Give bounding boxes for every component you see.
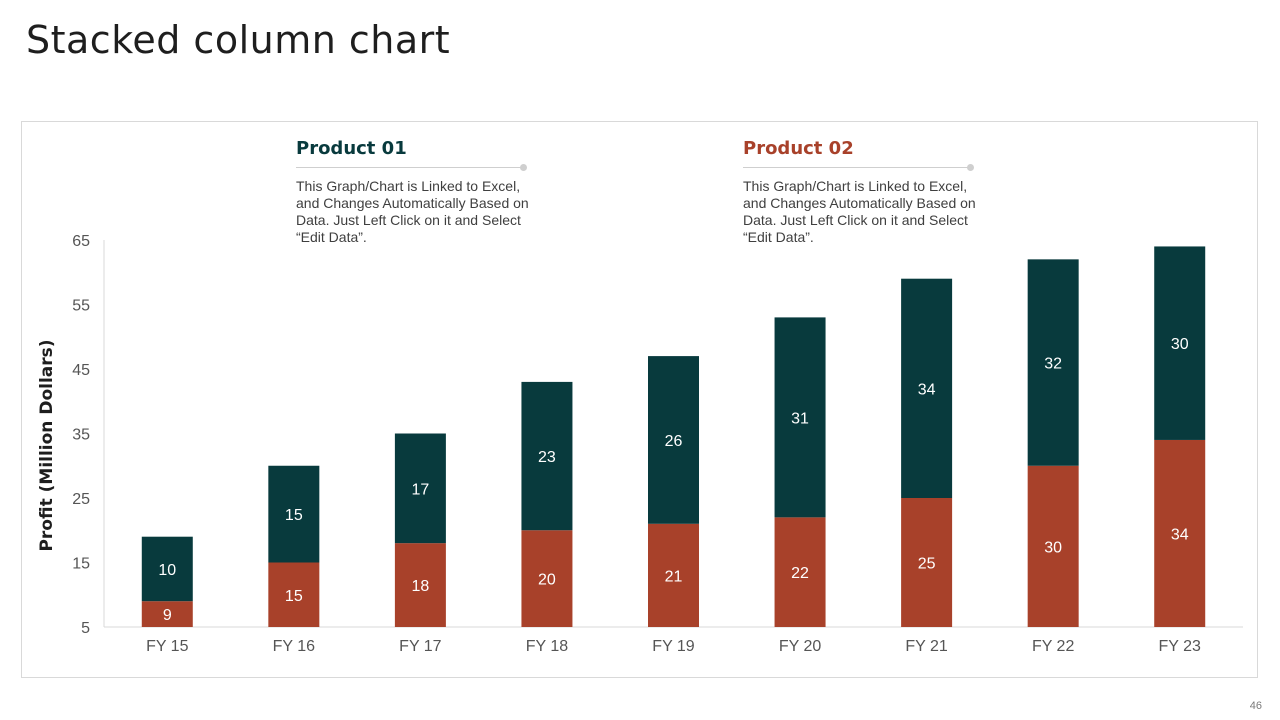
legend-title-product-01: Product 01 <box>296 138 407 159</box>
bar-value-label: 31 <box>791 410 809 427</box>
bar-segment-product-02 <box>1154 439 1206 627</box>
bar-segment-product-01 <box>648 356 699 524</box>
page-title: Stacked column chart <box>26 18 451 62</box>
bar-value-label: 26 <box>665 433 683 450</box>
bar-value-label: 34 <box>1171 526 1189 543</box>
legend-product-01: Product 01 This Graph/Chart is Linked to… <box>296 137 532 246</box>
bar-segment-product-01 <box>268 465 320 563</box>
bar-segment-product-01 <box>141 536 193 602</box>
x-tick-label: FY 17 <box>399 638 442 655</box>
bar-segment-product-02 <box>774 517 826 627</box>
bar-segment-product-02 <box>648 523 699 627</box>
bar-segment-product-01 <box>1154 246 1206 440</box>
bar-value-label: 15 <box>285 588 303 605</box>
y-tick-label: 15 <box>72 556 90 573</box>
legend-divider <box>296 164 527 171</box>
legend-product-02: Product 02 This Graph/Chart is Linked to… <box>743 137 979 246</box>
page-number: 46 <box>1249 700 1262 712</box>
bar-segment-product-02 <box>141 601 193 627</box>
bar-value-label: 23 <box>538 449 556 466</box>
bar-value-label: 10 <box>158 562 176 579</box>
y-tick-label: 45 <box>72 362 90 379</box>
x-tick-label: FY 22 <box>1032 638 1075 655</box>
bar-value-label: 34 <box>918 381 936 398</box>
bar-value-label: 30 <box>1044 539 1062 556</box>
y-tick-label: 35 <box>72 427 90 444</box>
x-tick-label: FY 19 <box>652 638 695 655</box>
legend-title-product-02: Product 02 <box>743 138 854 159</box>
bar-value-label: 25 <box>918 556 936 573</box>
bar-segment-product-01 <box>1027 259 1079 466</box>
bar-segment-product-02 <box>521 530 573 627</box>
bar-value-label: 15 <box>285 507 303 524</box>
legend-divider-dot <box>520 164 527 171</box>
x-tick-label: FY 21 <box>905 638 948 655</box>
bar-segment-product-01 <box>901 278 953 498</box>
bar-value-label: 22 <box>791 565 809 582</box>
y-tick-label: 5 <box>81 620 90 637</box>
bar-value-label: 20 <box>538 572 556 589</box>
x-tick-label: FY 16 <box>273 638 316 655</box>
bar-segment-product-01 <box>521 381 573 531</box>
bar-segment-product-01 <box>774 317 826 518</box>
bar-segment-product-01 <box>394 433 446 544</box>
bar-segment-product-02 <box>268 562 320 627</box>
y-axis-title: Profit (Million Dollars) <box>37 339 57 551</box>
y-tick-label: 65 <box>72 233 90 250</box>
legend-divider <box>743 164 974 171</box>
y-tick-label: 25 <box>72 491 90 508</box>
bar-value-label: 32 <box>1044 356 1062 373</box>
x-tick-label: FY 15 <box>146 638 189 655</box>
x-tick-label: FY 23 <box>1159 638 1202 655</box>
x-tick-label: FY 20 <box>779 638 822 655</box>
bar-value-label: 18 <box>411 578 429 595</box>
bar-value-label: 21 <box>665 568 683 585</box>
bar-value-label: 17 <box>411 481 429 498</box>
bar-segment-product-02 <box>1027 465 1079 627</box>
bar-segment-product-02 <box>901 498 953 627</box>
x-tick-label: FY 18 <box>526 638 569 655</box>
y-tick-label: 55 <box>72 298 90 315</box>
bar-value-label: 9 <box>163 607 172 624</box>
legend-divider-dot <box>967 164 974 171</box>
legend-description-product-02: This Graph/Chart is Linked to Excel, and… <box>743 178 976 245</box>
bar-value-label: 30 <box>1171 336 1189 353</box>
bar-segment-product-02 <box>394 543 446 627</box>
legend-description-product-01: This Graph/Chart is Linked to Excel, and… <box>296 178 529 245</box>
